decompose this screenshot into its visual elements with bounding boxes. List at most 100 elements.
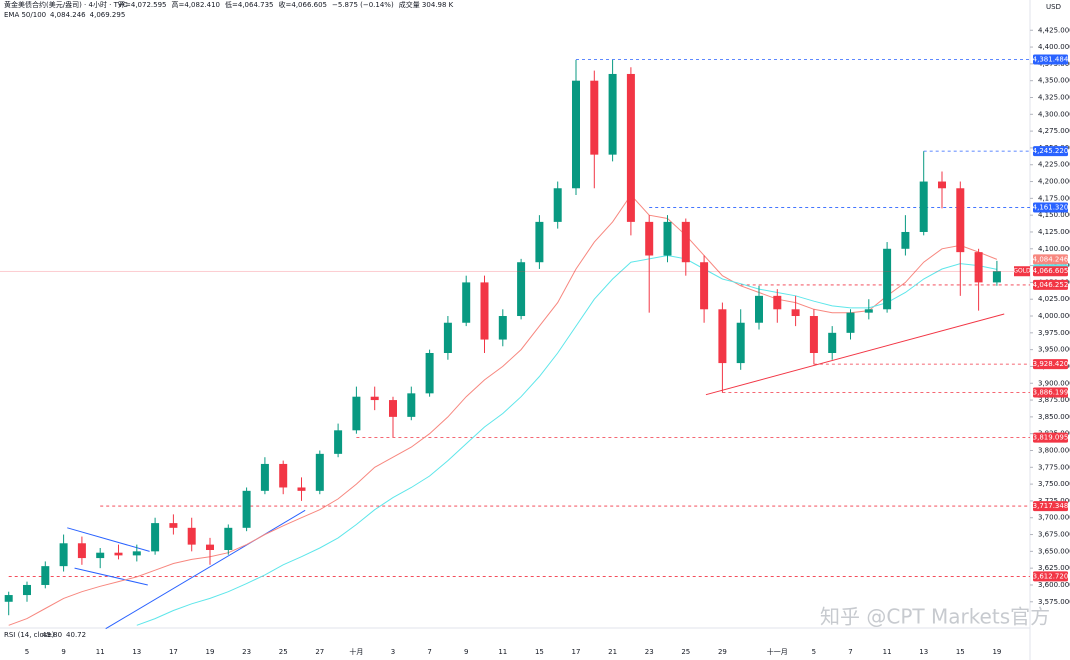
y-tick-label: 3,975.000 <box>1038 329 1070 337</box>
x-tick-label: 9 <box>464 648 468 656</box>
candle-body <box>242 490 251 528</box>
candle-body <box>132 551 141 556</box>
y-tick-label: 4,175.000 <box>1038 194 1070 202</box>
candle-body <box>883 248 892 310</box>
level-box <box>1033 202 1068 213</box>
y-tick-label: 4,100.000 <box>1038 245 1070 253</box>
candle-body <box>938 181 946 189</box>
x-tick-label: 25 <box>279 648 288 656</box>
x-tick-label: 5 <box>812 648 816 656</box>
x-tick-label: 27 <box>315 648 324 656</box>
x-tick-label: 19 <box>992 648 1001 656</box>
candle-body <box>956 188 965 253</box>
candle-body <box>59 543 68 567</box>
candle-body <box>169 523 178 528</box>
x-tick-label: 15 <box>535 648 544 656</box>
ema-box <box>1033 254 1068 265</box>
candle-body <box>370 396 379 401</box>
x-tick-label: 17 <box>169 648 178 656</box>
candle-body <box>41 566 50 585</box>
x-tick-label: 11 <box>96 648 105 656</box>
ohlc-value: 开=4,072.595 <box>118 1 167 9</box>
candle-body <box>260 463 269 491</box>
y-tick-label: 3,700.000 <box>1038 514 1070 522</box>
level-label: 3,886.199 <box>1033 389 1069 397</box>
y-tick-label: 3,775.000 <box>1038 463 1070 471</box>
x-tick-label: 15 <box>956 648 965 656</box>
candle-body <box>809 316 818 353</box>
y-tick-label: 4,125.000 <box>1038 228 1070 236</box>
candle-body <box>864 309 873 313</box>
y-tick-label: 4,225.000 <box>1038 161 1070 169</box>
x-tick-label: 21 <box>608 648 617 656</box>
level-label: 4,381.484 <box>1033 56 1069 64</box>
candle-body <box>828 332 837 353</box>
rsi-name: RSI (14, close) <box>4 631 55 639</box>
x-tick-label: 3 <box>391 648 395 656</box>
level-label: 4,245.220 <box>1033 147 1069 155</box>
trendline <box>105 509 306 630</box>
ema-value: 4,069.295 <box>90 11 126 19</box>
x-tick-label: 29 <box>718 648 727 656</box>
y-tick-label: 3,650.000 <box>1038 547 1070 555</box>
x-tick-label: 23 <box>242 648 251 656</box>
candle-body <box>553 188 562 222</box>
candle-body <box>755 295 763 323</box>
y-tick-label: 4,400.000 <box>1038 43 1070 51</box>
price-box <box>1033 266 1068 277</box>
level-label: 3,612.720 <box>1033 572 1069 580</box>
candle-body <box>645 221 654 256</box>
level-label: 3,717.348 <box>1033 502 1069 510</box>
x-tick-label: 7 <box>427 648 431 656</box>
y-tick-label: 4,025.000 <box>1038 295 1070 303</box>
candle-body <box>590 80 599 155</box>
level-box <box>1033 432 1068 443</box>
level-box <box>1033 387 1068 398</box>
candle-body <box>700 262 709 310</box>
y-tick-label: 4,275.000 <box>1038 127 1070 135</box>
level-box <box>1033 501 1068 512</box>
candle-body <box>77 543 86 559</box>
candle-body <box>773 295 782 310</box>
candle-body <box>626 73 635 222</box>
y-tick-label: 3,675.000 <box>1038 531 1070 539</box>
candle-body <box>608 73 617 155</box>
trendline <box>705 313 1005 396</box>
candle-body <box>352 396 361 431</box>
symbol-title: 黄金美债合约(美元/盎司) · 4小时 · TVC <box>4 0 128 9</box>
ohlc-value: 高=4,082.410 <box>172 0 221 9</box>
candle-body <box>206 544 214 551</box>
y-tick-label: 4,300.000 <box>1038 110 1070 118</box>
y-tick-label: 3,575.000 <box>1038 598 1070 606</box>
x-tick-label: 7 <box>848 648 852 656</box>
x-tick-label: 11 <box>883 648 892 656</box>
y-tick-label: 4,150.000 <box>1038 211 1070 219</box>
candle-body <box>224 527 233 551</box>
x-tick-label: 19 <box>206 648 215 656</box>
y-tick-label: 3,800.000 <box>1038 446 1070 454</box>
watermark: 知乎 @CPT Markets官方 <box>820 605 1050 629</box>
level-box <box>1033 359 1068 370</box>
candle-body <box>846 312 855 333</box>
trendline <box>74 567 148 586</box>
x-tick-label: 13 <box>132 648 141 656</box>
level-box <box>1033 279 1068 290</box>
rsi-value: 45.80 <box>42 631 62 639</box>
x-tick-label: 5 <box>25 648 29 656</box>
y-tick-label: 4,200.000 <box>1038 178 1070 186</box>
candle-body <box>736 322 745 364</box>
y-tick-label: 4,350.000 <box>1038 77 1070 85</box>
ohlc-value: 低=4,064.735 <box>225 0 274 9</box>
candle-body <box>315 453 324 491</box>
y-tick-label: 3,725.000 <box>1038 497 1070 505</box>
indicator-name: EMA 50/100 <box>4 11 46 19</box>
level-label: 4,046.252 <box>1033 281 1069 289</box>
trendline <box>67 527 150 552</box>
y-tick-label: 3,750.000 <box>1038 480 1070 488</box>
candle-body <box>114 552 123 556</box>
x-tick-label: 17 <box>572 648 581 656</box>
x-tick-label: 十月 <box>349 647 363 656</box>
ema-line <box>8 194 998 626</box>
candle-body <box>151 523 160 552</box>
